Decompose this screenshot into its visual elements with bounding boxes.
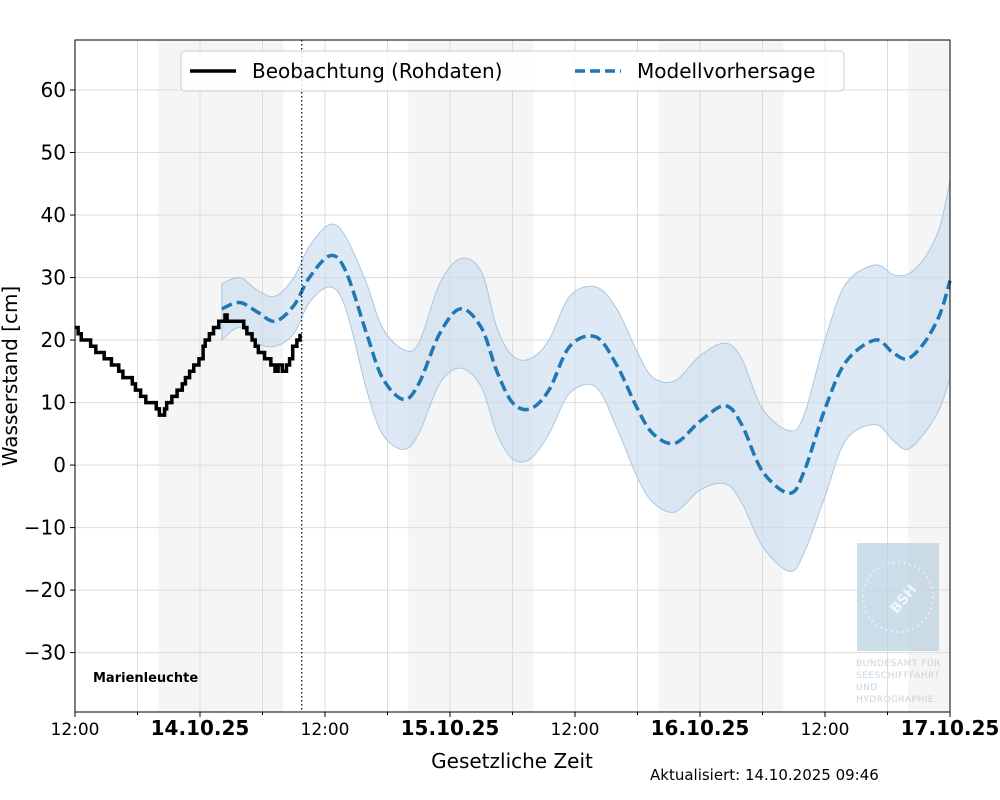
axis-ticks: −30 −20 −10 0 10 20 30 40 50 60 12:00 14.10.25 12:00… xyxy=(24,78,1000,740)
y-tick-label: 50 xyxy=(41,141,66,165)
night-band xyxy=(158,40,284,712)
y-tick-label: −30 xyxy=(24,641,66,665)
x-tick-label: 12:00 xyxy=(51,720,100,740)
x-tick-label: 12:00 xyxy=(301,720,350,740)
x-tick-label: 15.10.25 xyxy=(401,716,500,740)
x-tick-label: 14.10.25 xyxy=(151,716,250,740)
observation-line xyxy=(75,313,302,417)
legend: Beobachtung (Rohdaten) Modellvorhersage xyxy=(180,50,845,92)
y-tick-label: −20 xyxy=(24,578,66,602)
series xyxy=(75,180,952,572)
y-axis-label: Wasserstand [cm] xyxy=(0,286,22,466)
x-tick-label: 12:00 xyxy=(551,720,600,740)
logo-box xyxy=(857,543,939,651)
x-tick-label: 17.10.25 xyxy=(901,716,1000,740)
legend-box xyxy=(180,50,845,92)
y-tick-label: −10 xyxy=(24,516,66,540)
logo-line4: HYDROGRAPHIE xyxy=(856,695,934,705)
legend-observation-label: Beobachtung (Rohdaten) xyxy=(252,59,502,83)
updated-label: Aktualisiert: 14.10.2025 09:46 xyxy=(650,766,879,784)
forecast-line xyxy=(221,253,952,495)
y-tick-label: 0 xyxy=(53,453,66,477)
y-tick-label: 20 xyxy=(41,328,66,352)
x-axis-label: Gesetzliche Zeit xyxy=(431,749,593,773)
forecast-uncertainty-band xyxy=(221,180,951,572)
y-tick-label: 10 xyxy=(41,391,66,415)
logo-line1: BUNDESAMT FÜR xyxy=(856,658,941,669)
station-label: Marienleuchte xyxy=(93,671,198,686)
x-tick-label: 16.10.25 xyxy=(651,716,750,740)
y-tick-label: 30 xyxy=(41,266,66,290)
x-tick-label: 12:00 xyxy=(801,720,850,740)
legend-forecast-label: Modellvorhersage xyxy=(637,59,815,83)
bsh-logo: BSH BUNDESAMT FÜR SEESCHIFFFAHRT UND HYD… xyxy=(856,543,941,705)
y-tick-label: 60 xyxy=(41,78,66,102)
y-tick-label: 40 xyxy=(41,203,66,227)
logo-line3: UND xyxy=(856,683,878,693)
logo-line2: SEESCHIFFFAHRT xyxy=(856,671,940,681)
logo-circle xyxy=(862,561,934,633)
